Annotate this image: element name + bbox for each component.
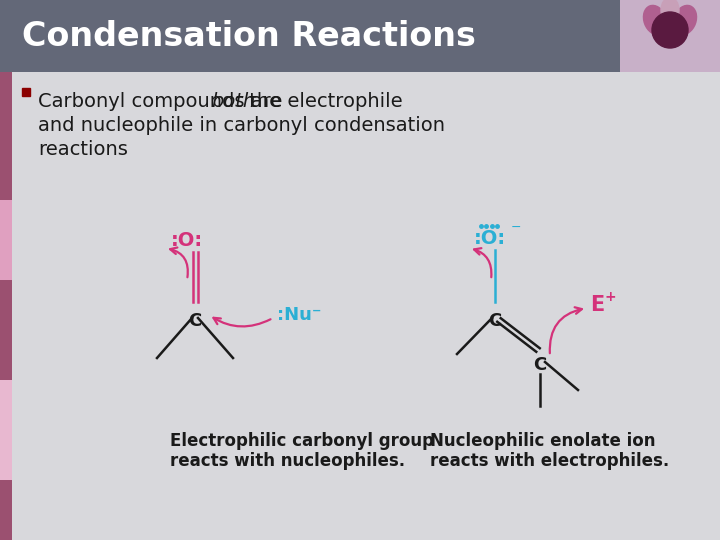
Text: the electrophile: the electrophile [243, 92, 402, 111]
Text: both: both [212, 92, 256, 111]
FancyArrowPatch shape [170, 247, 188, 277]
Text: reactions: reactions [38, 140, 128, 159]
Text: :O:: :O: [171, 231, 203, 249]
Text: Electrophilic carbonyl group: Electrophilic carbonyl group [170, 432, 434, 450]
Text: −: − [511, 220, 521, 233]
FancyArrowPatch shape [474, 248, 492, 277]
Text: Nucleophilic enolate ion: Nucleophilic enolate ion [430, 432, 655, 450]
Text: C: C [488, 312, 502, 330]
Text: reacts with electrophiles.: reacts with electrophiles. [430, 452, 670, 470]
Text: Condensation Reactions: Condensation Reactions [22, 19, 476, 52]
Text: :Nu⁻: :Nu⁻ [277, 306, 322, 324]
FancyArrowPatch shape [213, 318, 271, 327]
FancyBboxPatch shape [0, 0, 620, 72]
FancyArrowPatch shape [550, 307, 582, 353]
Text: reacts with nucleophiles.: reacts with nucleophiles. [170, 452, 405, 470]
Text: +: + [604, 290, 616, 304]
Text: and nucleophile in carbonyl condensation: and nucleophile in carbonyl condensation [38, 116, 445, 135]
Ellipse shape [644, 5, 667, 35]
FancyBboxPatch shape [0, 72, 12, 540]
Text: C: C [534, 356, 546, 374]
Circle shape [652, 12, 688, 48]
Text: E: E [590, 295, 604, 315]
Ellipse shape [673, 5, 696, 35]
Text: C: C [189, 312, 202, 330]
FancyBboxPatch shape [0, 200, 12, 280]
Bar [22, 88, 30, 96]
Text: Carbonyl compounds are: Carbonyl compounds are [38, 92, 289, 111]
Text: :O:: :O: [474, 228, 506, 247]
FancyBboxPatch shape [0, 380, 12, 480]
Ellipse shape [661, 0, 679, 23]
FancyBboxPatch shape [620, 0, 720, 72]
